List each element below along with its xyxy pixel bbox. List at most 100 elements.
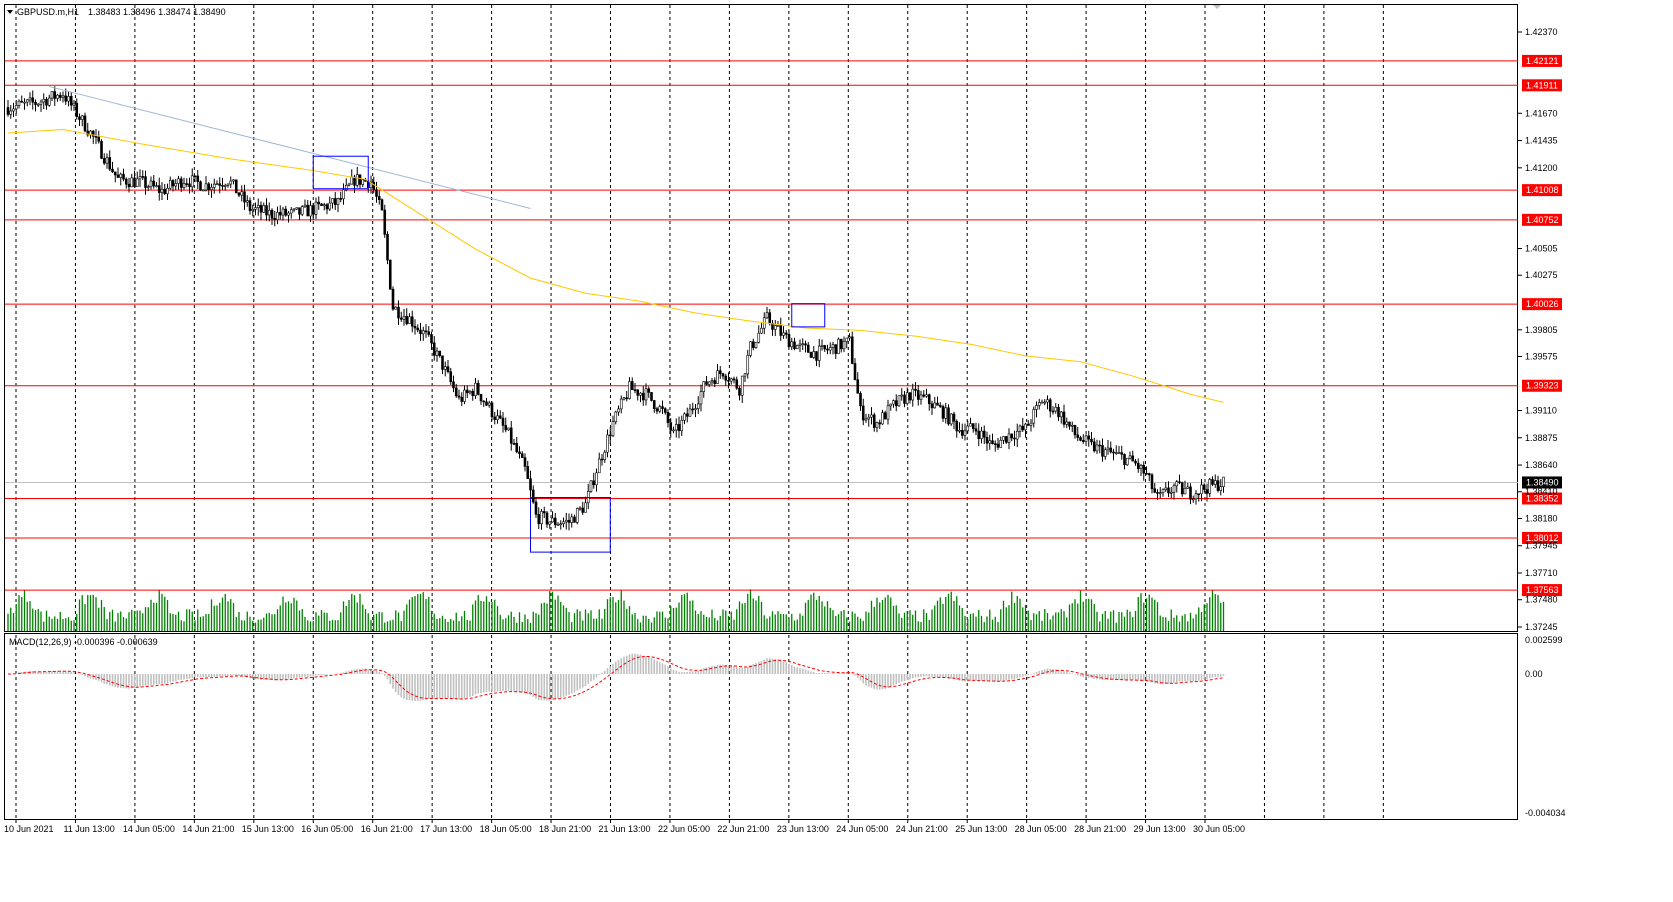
- candle-body: [36, 103, 40, 106]
- candle-body: [12, 108, 15, 112]
- candle-body: [826, 348, 829, 351]
- main-chart-frame: [4, 4, 1518, 632]
- candle-body: [886, 405, 890, 420]
- candle-body: [309, 205, 312, 217]
- candle-body: [188, 183, 191, 188]
- candle-body: [639, 392, 642, 396]
- candle-body: [1156, 492, 1159, 494]
- candle-body: [628, 381, 631, 399]
- candle-body: [350, 176, 354, 185]
- candle-body: [1002, 436, 1005, 441]
- candle-body: [155, 185, 158, 187]
- candle-body: [721, 373, 725, 377]
- chart-shift-marker[interactable]: [1213, 5, 1221, 9]
- trend-line[interactable]: [49, 86, 531, 209]
- zone-rectangle[interactable]: [312, 155, 369, 190]
- candle-body: [867, 416, 871, 420]
- level-price-box: [1522, 492, 1562, 505]
- candle-body: [757, 332, 761, 343]
- candle-body: [839, 338, 843, 350]
- candle-body: [251, 208, 255, 211]
- candle-body: [787, 334, 791, 348]
- x-axis-label: 18 Jun 05:00: [480, 824, 532, 834]
- candle-body: [801, 343, 805, 346]
- candle-body: [776, 325, 780, 327]
- candle-body: [955, 420, 959, 432]
- candle-body: [311, 205, 315, 215]
- y-axis-label: 1.37245: [1525, 622, 1558, 632]
- candle-body: [650, 392, 653, 401]
- y-axis-label: 1.41670: [1525, 108, 1558, 118]
- x-axis-label: 16 Jun 05:00: [301, 824, 353, 834]
- candle-body: [353, 176, 356, 186]
- candle-body: [199, 181, 202, 191]
- candle-body: [1136, 462, 1140, 469]
- candle-body: [441, 355, 444, 370]
- candle-body: [243, 191, 246, 203]
- candle-body: [28, 97, 32, 101]
- candle-body: [749, 341, 752, 356]
- candle-body: [273, 218, 277, 221]
- candle-body: [1169, 491, 1173, 494]
- candle-body: [454, 387, 458, 397]
- symbol-dropdown-icon[interactable]: [7, 10, 13, 14]
- candle-body: [963, 430, 967, 436]
- candle-body: [991, 440, 994, 444]
- level-price-label: 1.42121: [1526, 56, 1559, 66]
- candle-body: [872, 414, 876, 428]
- candle-body: [848, 336, 851, 339]
- candle-body: [630, 381, 634, 390]
- candle-body: [419, 329, 422, 335]
- candle-body: [496, 415, 499, 420]
- moving-average-line[interactable]: [7, 129, 1224, 403]
- candle-body: [1029, 422, 1033, 426]
- zone-rectangle[interactable]: [530, 497, 611, 553]
- zone-rectangle[interactable]: [791, 303, 826, 328]
- candle-body: [1037, 402, 1041, 406]
- candle-body: [982, 430, 986, 438]
- candle-body: [295, 207, 299, 210]
- candle-body: [540, 511, 543, 525]
- candle-body: [281, 208, 285, 216]
- candle-body: [1007, 433, 1011, 443]
- candle-body: [603, 451, 607, 460]
- candle-body: [157, 185, 161, 193]
- candle-body: [878, 422, 882, 425]
- candle-body: [815, 351, 818, 361]
- candle-body: [523, 457, 527, 467]
- candle-body: [1054, 406, 1058, 412]
- candle-body: [144, 176, 147, 188]
- candle-body: [86, 130, 90, 136]
- candle-body: [1076, 434, 1080, 438]
- candle-body: [652, 400, 656, 409]
- candle-body: [58, 94, 62, 98]
- candle-body: [1035, 405, 1038, 410]
- candle-body: [303, 204, 307, 207]
- candle-body: [573, 516, 576, 523]
- candle-body: [864, 418, 868, 421]
- candle-body: [42, 98, 46, 103]
- x-axis-label: 18 Jun 21:00: [539, 824, 591, 834]
- candle-body: [553, 517, 557, 525]
- level-price-box: [1522, 213, 1562, 226]
- candle-body: [828, 347, 832, 351]
- candle-body: [435, 350, 439, 356]
- candle-body: [933, 402, 937, 409]
- candle-body: [179, 178, 183, 188]
- level-price-box: [1522, 54, 1562, 67]
- candle-body: [875, 422, 879, 428]
- x-axis-label: 16 Jun 21:00: [361, 824, 413, 834]
- candle-body: [589, 480, 593, 492]
- candle-body: [944, 407, 948, 419]
- candle-body: [988, 440, 992, 444]
- y-axis-label: 1.37480: [1525, 595, 1558, 605]
- candle-body: [402, 315, 406, 320]
- level-price-box: [1522, 184, 1562, 197]
- candle-body: [608, 434, 612, 437]
- level-price-label: 1.37563: [1526, 585, 1559, 595]
- x-axis-label: 24 Jun 21:00: [896, 824, 948, 834]
- candle-body: [83, 115, 87, 132]
- candle-body: [1095, 444, 1099, 452]
